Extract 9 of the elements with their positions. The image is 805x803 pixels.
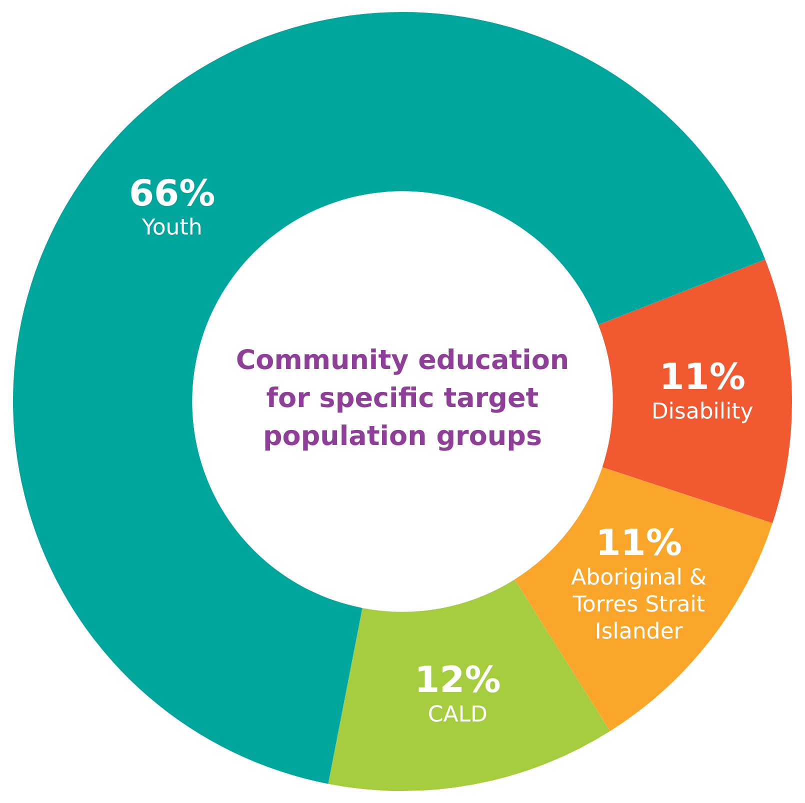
slice-label: CALD — [428, 702, 488, 728]
data-label: 66% — [128, 173, 216, 214]
data-label: 11% — [596, 523, 682, 564]
slice-label: Disability — [651, 399, 754, 424]
text: Community education for specific target population groups — [234, 344, 570, 454]
slice-label: Aboriginal & Torres Strait Islander — [571, 565, 707, 644]
data-label: 12% — [414, 660, 501, 702]
data-label: 11% — [659, 356, 746, 398]
slice-label: Youth — [140, 216, 202, 241]
